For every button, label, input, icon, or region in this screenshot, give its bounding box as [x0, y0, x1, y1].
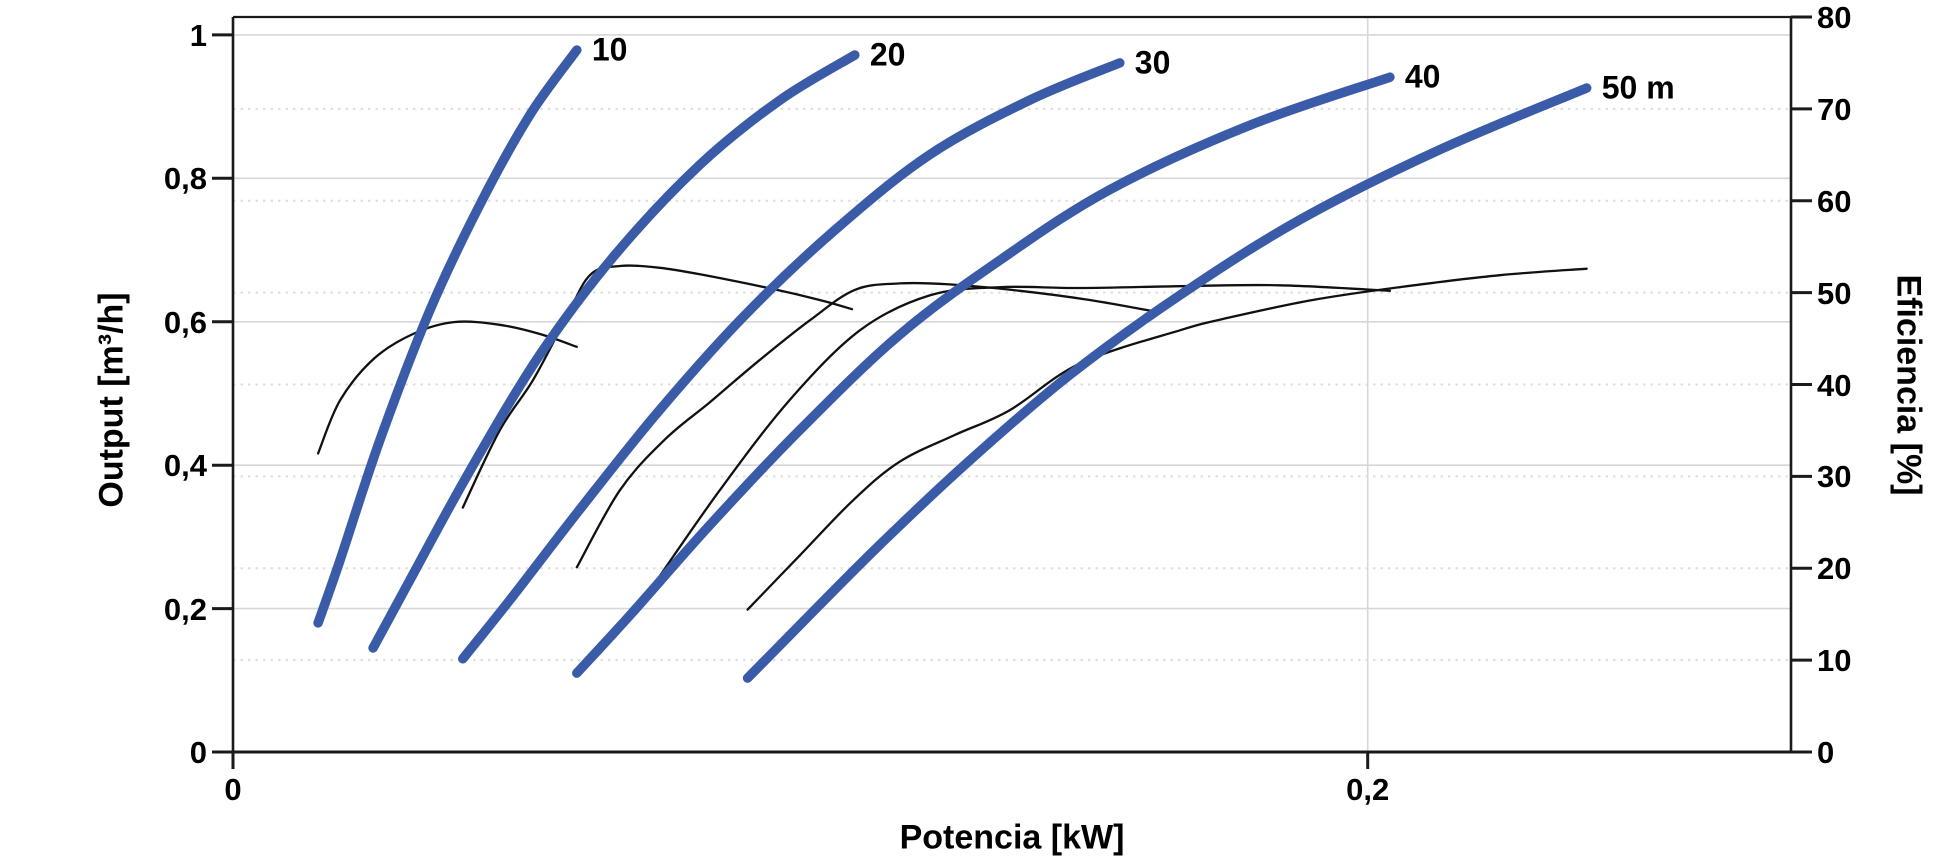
- y-right-tick-label: 10: [1817, 643, 1852, 679]
- y-left-tick-label: 0,8: [163, 161, 207, 197]
- y-right-tick-label: 0: [1817, 735, 1835, 770]
- y-right-tick-label: 30: [1817, 459, 1852, 495]
- head-50m-curve: [742, 83, 1592, 683]
- y-right-tick-label: 70: [1817, 91, 1852, 127]
- head-40m-curve: [572, 72, 1395, 678]
- y-right-tick-label: 80: [1817, 0, 1852, 35]
- y-right-tick-label: 40: [1817, 367, 1852, 403]
- head-20m-label: 20: [869, 36, 906, 73]
- head-30m-curve: [458, 58, 1125, 664]
- y-right-tick-label: 50: [1817, 275, 1852, 311]
- x-tick-label: 0,2: [1346, 772, 1390, 807]
- eff-40m-curve: [648, 283, 1392, 592]
- y-right-tick-label: 60: [1817, 183, 1852, 219]
- y-right-axis-title: Eficiencia [%]: [1889, 274, 1928, 496]
- x-tick-label: 0: [224, 772, 242, 807]
- head-10m-label: 10: [591, 31, 628, 68]
- y-left-tick-label: 0: [189, 735, 207, 770]
- y-right-tick-label: 20: [1817, 551, 1852, 587]
- eff-30m-curve: [575, 281, 1158, 569]
- y-left-tick-label: 0,6: [163, 304, 207, 340]
- head-40m-label: 40: [1404, 58, 1441, 95]
- eff-10m-curve: [316, 320, 578, 455]
- head-50m-label: 50 m: [1601, 69, 1675, 106]
- y-left-tick-label: 1: [189, 17, 207, 53]
- head-20m-curve: [368, 50, 860, 653]
- eff-20m-curve: [461, 264, 854, 509]
- eff-50m-curve: [746, 267, 1588, 611]
- head-30m-label: 30: [1134, 44, 1171, 81]
- head-10m-curve: [313, 45, 582, 628]
- x-axis-title: Potencia [kW]: [899, 818, 1125, 856]
- y-left-tick-label: 0,2: [163, 591, 207, 627]
- y-left-tick-label: 0,4: [163, 448, 207, 484]
